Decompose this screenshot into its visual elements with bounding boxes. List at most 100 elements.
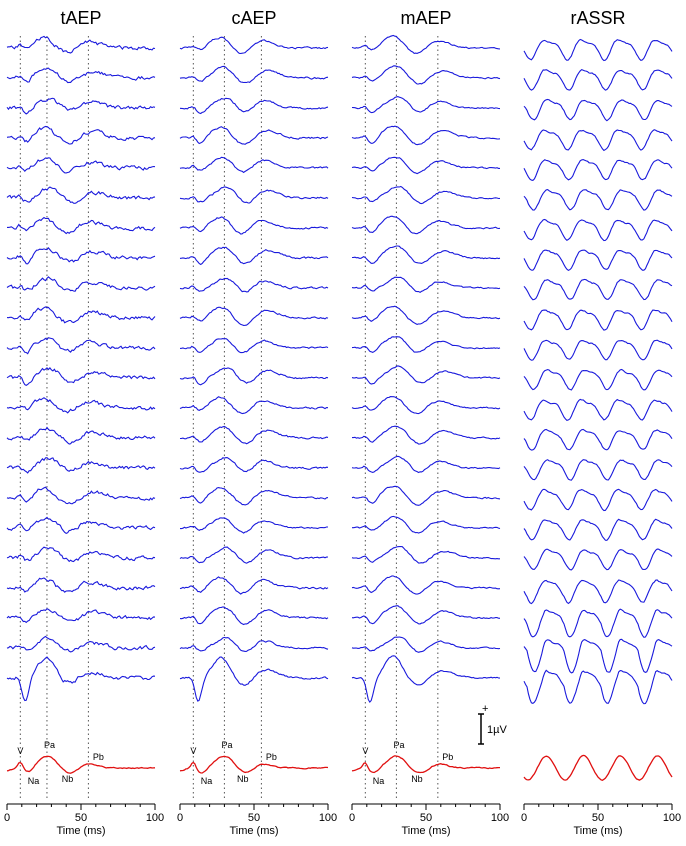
peak-label-pb: Pb (442, 752, 453, 762)
trace-9 (351, 276, 501, 293)
trace-17 (180, 517, 328, 534)
trace-3 (523, 98, 673, 122)
trace-22 (523, 669, 673, 705)
trace-14 (179, 425, 329, 445)
trace-8 (6, 247, 156, 265)
trace-14 (6, 426, 156, 445)
trace-10 (179, 306, 329, 326)
trace-9 (523, 278, 673, 301)
x-axis-label: Time (ms) (56, 825, 105, 837)
trace-19 (179, 576, 329, 595)
trace-20 (6, 608, 156, 624)
trace-11 (351, 336, 501, 354)
trace-9 (6, 276, 156, 292)
trace-13 (351, 396, 501, 415)
trace-18 (179, 546, 329, 564)
trace-21 (351, 636, 501, 653)
panel-caep: cAEP V Pa Na Nb Pb 0 50 100 Time (ms) (177, 8, 337, 837)
trace-11 (179, 338, 329, 354)
panel-title: cAEP (231, 8, 276, 28)
trace-1 (351, 34, 501, 54)
peak-label-v: V (17, 746, 23, 756)
trace-12 (523, 368, 673, 391)
trace-6 (179, 186, 329, 204)
x-tick-label: 100 (319, 812, 337, 824)
trace-5 (523, 159, 673, 181)
trace-4 (179, 126, 329, 145)
trace-16 (523, 488, 673, 512)
trace-15 (179, 457, 329, 473)
trace-18 (523, 548, 673, 571)
trace-7 (523, 218, 673, 242)
trace-17 (6, 516, 156, 535)
peak-label-nb: Nb (237, 774, 249, 784)
trace-1 (6, 35, 156, 54)
trace-12 (351, 365, 501, 385)
trace-20 (179, 606, 329, 626)
scale-bar: + 1µV (478, 703, 507, 745)
trace-22 (179, 656, 329, 702)
trace-1 (523, 38, 673, 62)
trace-14 (523, 428, 673, 451)
trace-6 (6, 186, 156, 204)
x-tick-label: 0 (349, 812, 355, 824)
trace-12 (179, 367, 329, 386)
peak-label-na: Na (201, 776, 213, 786)
trace-2 (351, 65, 501, 85)
panel-taep: tAEP V Pa Na Nb Pb 0 50 100 Time (ms) (4, 8, 164, 837)
trace-11 (523, 339, 673, 361)
peak-label-pa: Pa (393, 740, 404, 750)
trace-2 (523, 68, 673, 91)
x-tick-label: 100 (491, 812, 509, 824)
trace-7 (351, 215, 501, 235)
trace-4 (351, 125, 501, 146)
trace-8 (179, 246, 329, 266)
x-axis: 0 50 100 Time (ms) (521, 803, 681, 837)
trace-19 (351, 575, 501, 595)
trace-18 (351, 545, 500, 564)
trace-2 (6, 67, 156, 84)
x-axis: 0 50 100 Time (ms) (349, 803, 509, 837)
trace-5 (351, 156, 500, 175)
panel-title: rASSR (570, 8, 625, 28)
peak-label-pb: Pb (266, 752, 277, 762)
x-tick-label: 50 (248, 812, 260, 824)
peak-label-nb: Nb (411, 774, 423, 784)
trace-10 (523, 309, 673, 331)
x-tick-label: 0 (177, 812, 183, 824)
trace-7 (7, 216, 156, 235)
x-axis: 0 50 100 Time (ms) (4, 803, 164, 837)
trace-13 (523, 398, 673, 422)
trace-5 (6, 157, 156, 174)
x-axis-label: Time (ms) (229, 825, 278, 837)
trace-12 (6, 367, 156, 387)
trace-1 (179, 36, 329, 55)
panel-title: tAEP (60, 8, 101, 28)
x-tick-label: 100 (146, 812, 164, 824)
trace-9 (179, 277, 329, 293)
trace-15 (6, 457, 156, 474)
trace-20 (523, 608, 673, 638)
trace-15 (523, 459, 673, 481)
scale-bar-label: 1µV (487, 724, 507, 736)
x-tick-label: 0 (521, 812, 527, 824)
x-tick-label: 50 (592, 812, 604, 824)
x-tick-label: 0 (4, 812, 10, 824)
trace-14 (352, 425, 501, 445)
trace-21 (523, 638, 673, 674)
trace-11 (6, 337, 156, 355)
trace-20 (351, 605, 501, 625)
trace-16 (351, 485, 501, 506)
trace-8 (523, 249, 673, 272)
peak-label-na: Na (373, 776, 385, 786)
peak-label-pa: Pa (221, 740, 232, 750)
x-axis-label: Time (ms) (401, 825, 450, 837)
x-axis: 0 50 100 Time (ms) (177, 803, 337, 837)
trace-3 (6, 97, 156, 115)
panel-rassr: rASSR 0 50 100 Time (ms) (521, 8, 681, 837)
trace-4 (523, 129, 673, 152)
scale-bar-plus: + (482, 703, 488, 715)
x-tick-label: 50 (420, 812, 432, 824)
trace-8 (351, 245, 501, 264)
